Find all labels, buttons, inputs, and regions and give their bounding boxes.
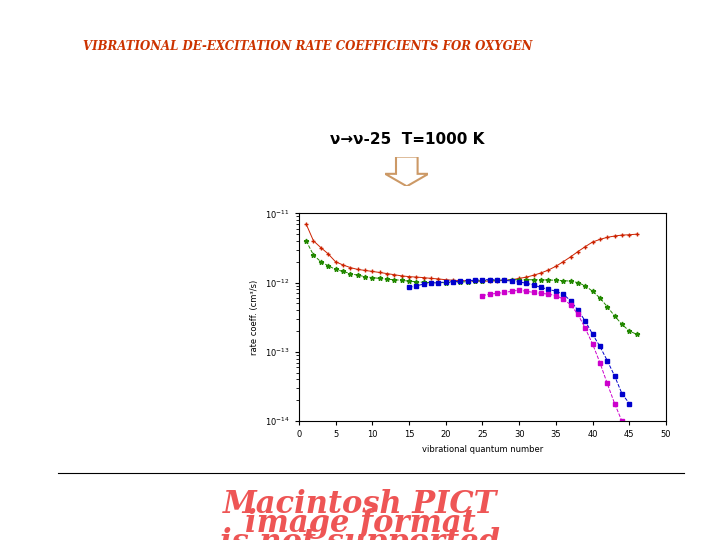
X-axis label: vibrational quantum number: vibrational quantum number	[422, 445, 543, 454]
Text: Macintosh PICT: Macintosh PICT	[222, 489, 498, 519]
Text: is not supported: is not supported	[220, 526, 500, 540]
Text: ν→ν-25  T=1000 K: ν→ν-25 T=1000 K	[330, 132, 484, 147]
Text: image format: image format	[245, 508, 475, 538]
Text: VIBRATIONAL DE-EXCITATION RATE COEFFICIENTS FOR OXYGEN: VIBRATIONAL DE-EXCITATION RATE COEFFICIE…	[83, 40, 532, 53]
Y-axis label: rate coeff. (cm³/s): rate coeff. (cm³/s)	[251, 280, 259, 355]
